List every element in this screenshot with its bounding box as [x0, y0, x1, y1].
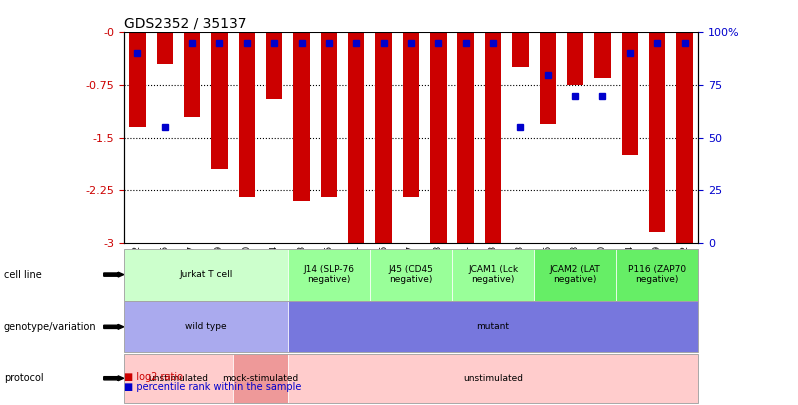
- Text: JCAM1 (Lck
negative): JCAM1 (Lck negative): [468, 265, 518, 284]
- Text: wild type: wild type: [185, 322, 227, 331]
- Bar: [321, 32, 337, 197]
- Bar: [403, 32, 419, 197]
- Text: P116 (ZAP70
negative): P116 (ZAP70 negative): [628, 265, 686, 284]
- Text: ■ percentile rank within the sample: ■ percentile rank within the sample: [124, 382, 301, 392]
- Text: ■ log2 ratio: ■ log2 ratio: [124, 371, 183, 382]
- Text: cell line: cell line: [4, 270, 41, 279]
- Bar: [375, 32, 392, 243]
- Bar: [539, 32, 556, 124]
- Bar: [622, 32, 638, 155]
- Text: mutant: mutant: [476, 322, 510, 331]
- Bar: [567, 32, 583, 85]
- Text: GDS2352 / 35137: GDS2352 / 35137: [124, 16, 247, 30]
- Text: genotype/variation: genotype/variation: [4, 322, 97, 332]
- Text: JCAM2 (LAT
negative): JCAM2 (LAT negative): [550, 265, 601, 284]
- Text: J45 (CD45
negative): J45 (CD45 negative): [389, 265, 433, 284]
- Bar: [266, 32, 282, 99]
- Bar: [348, 32, 365, 243]
- Bar: [294, 32, 310, 201]
- Text: unstimulated: unstimulated: [463, 374, 523, 383]
- Text: protocol: protocol: [4, 373, 44, 383]
- Text: Jurkat T cell: Jurkat T cell: [179, 270, 232, 279]
- Bar: [649, 32, 666, 232]
- Text: mock-stimulated: mock-stimulated: [223, 374, 298, 383]
- Bar: [457, 32, 474, 243]
- Bar: [211, 32, 227, 169]
- Bar: [677, 32, 693, 243]
- Bar: [184, 32, 200, 117]
- Bar: [430, 32, 447, 243]
- Bar: [485, 32, 501, 243]
- Bar: [512, 32, 528, 68]
- Text: unstimulated: unstimulated: [148, 374, 208, 383]
- Text: J14 (SLP-76
negative): J14 (SLP-76 negative): [303, 265, 354, 284]
- Bar: [129, 32, 145, 127]
- Bar: [595, 32, 610, 78]
- Bar: [239, 32, 255, 197]
- Bar: [156, 32, 173, 64]
